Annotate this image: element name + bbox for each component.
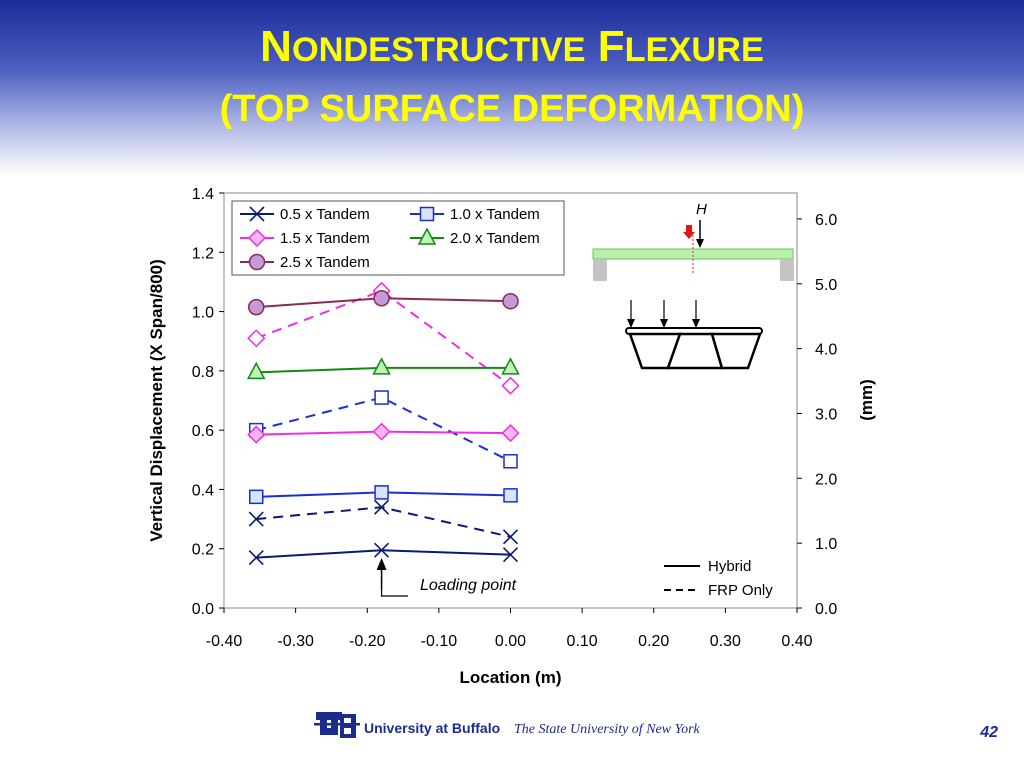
inset-beam: [592, 248, 794, 260]
frp-point-0-5-x-tandem-stroke: [374, 499, 390, 515]
hybrid-point-0-5-x-tandem: [502, 547, 519, 563]
y-tick-label: 1.0: [192, 305, 214, 322]
displacement-chart: 0.0 0.2 0.4 0.6 0.8 1.0 1.2 1.4 0.0 1.0 2.0 3.0 4.0 5…: [147, 186, 876, 687]
legend-label-1-0-x-tandem: 1.0 x Tandem: [450, 206, 540, 223]
inset-support-right: [780, 259, 794, 281]
x-tick-label: 0.40: [781, 633, 812, 650]
loading-point-arrowhead: [376, 558, 387, 570]
y2-axis-title: (mm): [857, 379, 876, 421]
title-word2-rest: LEXURE: [624, 31, 764, 69]
y2-tick-label: 1.0: [815, 536, 837, 553]
y-tick-label: 0.2: [192, 542, 214, 559]
title-word1-rest: ONDESTRUCTIVE: [291, 31, 586, 69]
y-tick-label: 1.2: [192, 245, 214, 262]
hybrid-point-2-5-x-tandem: [502, 292, 519, 310]
legend-marker-2-5-x-tandem: [248, 253, 266, 271]
frp-point-1-5-x-tandem: [501, 376, 520, 395]
y2-tick-label: 4.0: [815, 342, 837, 359]
y-axis-title: Vertical Displacement (X Span/800): [147, 259, 166, 542]
inset-section-load-arrowhead: [660, 319, 668, 328]
hybrid-point-2-0-x-tandem: [372, 357, 391, 375]
hybrid-point-0-5-x-tandem: [374, 542, 390, 558]
x-tick-label: 0.10: [567, 633, 598, 650]
y2-tick-label: 6.0: [815, 212, 837, 229]
footer-state-name: The State University of New York: [514, 722, 701, 737]
hybrid-point-2-5-x-tandem: [373, 289, 390, 307]
title-word1-initial: N: [260, 22, 292, 71]
inset-load-icon: [683, 225, 695, 239]
y2-tick-label: 2.0: [815, 471, 837, 488]
inset-section-load-arrowhead: [692, 319, 700, 328]
legend-label-2-0-x-tandem: 2.0 x Tandem: [450, 230, 540, 247]
y2-tick-label: 0.0: [815, 601, 837, 618]
legend-marker-1-5-x-tandem: [247, 228, 267, 248]
y2-tick-label: 3.0: [815, 406, 837, 423]
frp-point-0-5-x-tandem-stroke: [502, 529, 519, 545]
hybrid-point-1-5-x-tandem: [372, 422, 391, 441]
hybrid-point-1-5-x-tandem: [247, 425, 266, 444]
footer-university-name: University at Buffalo: [364, 720, 500, 736]
x-tick-label: -0.10: [421, 633, 458, 650]
y2-tick-label: 5.0: [815, 277, 837, 294]
loading-point-label: Loading point: [420, 577, 517, 594]
legend-label-1-5-x-tandem: 1.5 x Tandem: [280, 230, 370, 247]
hybrid-point-2-5-x-tandem: [247, 298, 265, 316]
inset-h-label: H: [696, 201, 707, 218]
hybrid-point-1-5-x-tandem: [501, 424, 520, 443]
series-frp-line-1-0-x-tandem: [255, 396, 511, 463]
frp-point-1-5-x-tandem: [247, 329, 266, 348]
hybrid-point-2-0-x-tandem: [501, 357, 520, 375]
x-tick-label: 0.20: [638, 633, 669, 650]
y-tick-label: 0.6: [192, 423, 214, 440]
hybrid-point-2-0-x-tandem: [246, 361, 266, 380]
y-tick-label: 0.8: [192, 364, 214, 381]
hybrid-point-0-5-x-tandem-stroke: [248, 550, 264, 566]
hybrid-point-0-5-x-tandem-stroke: [374, 542, 390, 558]
ub-monogram-icon: [314, 712, 360, 738]
page-number: 42: [980, 724, 998, 741]
legend-label-0-5-x-tandem: 0.5 x Tandem: [280, 206, 370, 223]
legend-label-2-5-x-tandem: 2.5 x Tandem: [280, 254, 370, 271]
x-tick-label: 0.00: [495, 633, 526, 650]
y-tick-label: 1.4: [192, 186, 214, 203]
legend-hybrid-label: Hybrid: [708, 558, 751, 575]
legend-frp-label: FRP Only: [708, 582, 773, 599]
slide-title-line1: NONDESTRUCTIVE FLEXURE: [0, 22, 1024, 75]
inset-section-load-arrowhead: [627, 319, 635, 328]
series-frp-line-1-5-x-tandem: [255, 289, 512, 387]
frp-point-1-0-x-tandem: [503, 454, 518, 469]
hybrid-point-1-0-x-tandem: [503, 488, 518, 503]
x-axis-title: Location (m): [460, 668, 562, 687]
inset-support-left: [593, 259, 607, 281]
x-tick-label: -0.30: [277, 633, 314, 650]
frp-point-0-5-x-tandem: [248, 511, 264, 527]
legend-marker-0-5-x-tandem-stroke: [249, 206, 265, 222]
legend-marker-1-0-x-tandem: [419, 206, 435, 222]
university-logo: University at Buffalo The State Universi…: [314, 712, 701, 738]
x-tick-label: -0.20: [349, 633, 386, 650]
y-tick-label: 0.4: [192, 482, 214, 499]
frp-point-1-0-x-tandem: [374, 390, 389, 405]
loading-point-leader: [380, 590, 408, 597]
frp-point-0-5-x-tandem: [502, 529, 519, 545]
y-tick-label: 0.0: [192, 601, 214, 618]
frp-point-0-5-x-tandem: [374, 499, 390, 515]
legend-marker-0-5-x-tandem: [249, 206, 265, 222]
series-legend: [231, 200, 565, 276]
hybrid-point-0-5-x-tandem-stroke: [502, 547, 519, 563]
hybrid-point-1-0-x-tandem: [374, 485, 389, 500]
title-word2-initial: F: [597, 22, 625, 71]
legend-marker-2-0-x-tandem: [417, 227, 437, 245]
x-tick-label: -0.40: [206, 633, 243, 650]
frp-point-0-5-x-tandem-stroke: [248, 511, 264, 527]
inset-h-arrowhead: [696, 239, 704, 248]
slide-title-line2: (TOP SURFACE DEFORMATION): [219, 88, 805, 130]
x-tick-label: 0.30: [710, 633, 741, 650]
hybrid-point-0-5-x-tandem: [248, 550, 264, 566]
inset-cell-right: [710, 332, 762, 370]
hybrid-point-1-0-x-tandem: [248, 489, 264, 505]
